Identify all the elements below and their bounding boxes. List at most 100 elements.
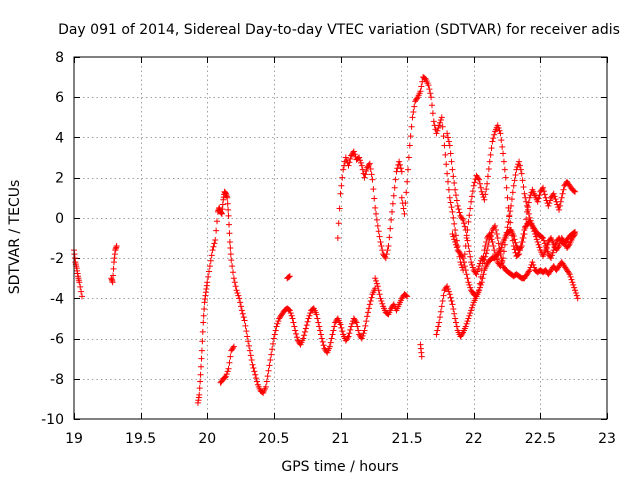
data-point [556, 202, 563, 209]
data-point [484, 173, 491, 180]
data-point [411, 103, 418, 110]
data-point [470, 182, 477, 189]
data-point [362, 171, 369, 178]
data-point [525, 268, 532, 275]
data-point [315, 319, 322, 326]
x-tick-label: 20.5 [258, 431, 289, 447]
data-point [467, 205, 474, 212]
data-point [358, 162, 365, 169]
data-point [571, 229, 578, 236]
data-point [266, 362, 273, 369]
data-point [450, 233, 457, 240]
data-point [337, 190, 344, 197]
data-point [393, 168, 400, 175]
data-point [373, 216, 380, 223]
data-point [490, 243, 497, 250]
data-point [382, 255, 389, 262]
data-point [224, 194, 231, 201]
data-point [528, 220, 535, 227]
data-point [476, 280, 483, 287]
data-point [196, 391, 203, 398]
data-point [235, 292, 242, 299]
data-point [477, 281, 484, 288]
data-point [346, 330, 353, 337]
data-point [478, 267, 485, 274]
data-point [306, 312, 313, 319]
data-point [464, 237, 471, 244]
data-point [200, 319, 207, 326]
data-point [459, 330, 466, 337]
data-point [475, 175, 482, 182]
data-point [500, 150, 507, 157]
data-points [71, 74, 581, 406]
data-point [366, 301, 373, 308]
data-point [461, 223, 468, 230]
data-point [338, 324, 345, 331]
data-point [468, 307, 475, 314]
data-point [459, 264, 466, 271]
data-point [337, 321, 344, 328]
data-point [358, 335, 365, 342]
y-axis-label: SDTVAR / TECUs [7, 180, 23, 295]
data-point [375, 228, 382, 235]
data-point [397, 165, 404, 172]
data-point [363, 167, 370, 174]
data-point [78, 288, 85, 295]
data-point [495, 125, 502, 132]
data-point [198, 355, 205, 362]
data-point [526, 267, 533, 274]
data-point [466, 312, 473, 319]
data-point [446, 291, 453, 298]
data-point [448, 298, 455, 305]
data-point [523, 216, 530, 223]
data-point [451, 180, 458, 187]
data-point [520, 235, 527, 241]
data-point [361, 327, 368, 334]
data-point [371, 195, 378, 202]
data-point [389, 208, 396, 215]
data-point [342, 154, 349, 161]
data-point [495, 240, 502, 247]
data-point [571, 284, 578, 291]
data-point [452, 319, 459, 326]
data-point [251, 368, 258, 375]
data-point [238, 303, 245, 310]
data-point [229, 263, 236, 270]
data-point [204, 279, 211, 286]
data-point [356, 154, 363, 161]
data-point [366, 160, 373, 167]
data-point [404, 178, 411, 185]
data-point [314, 315, 321, 322]
data-point [473, 271, 480, 278]
data-point [500, 248, 507, 255]
data-point [544, 248, 551, 255]
data-point [373, 280, 380, 287]
data-point [533, 236, 540, 243]
data-point [559, 190, 566, 197]
data-point [436, 314, 443, 321]
data-point [214, 218, 221, 225]
data-point [479, 260, 486, 267]
data-point [227, 245, 234, 252]
data-point [501, 166, 508, 173]
data-point [364, 313, 371, 320]
data-point [510, 182, 517, 189]
data-point [535, 241, 542, 248]
data-point [558, 194, 565, 201]
data-point [262, 383, 269, 390]
data-point [396, 158, 403, 165]
x-tick-label: 23 [598, 431, 616, 447]
data-point [76, 279, 83, 286]
data-point [302, 325, 309, 332]
data-point [363, 318, 370, 325]
data-point [418, 353, 425, 360]
data-point [225, 212, 232, 219]
data-point [389, 200, 396, 207]
data-point [451, 220, 458, 227]
data-point [359, 332, 366, 339]
data-point [265, 367, 272, 374]
data-point [249, 361, 256, 368]
data-point [365, 309, 372, 316]
data-point [213, 227, 220, 234]
data-point [462, 226, 469, 233]
